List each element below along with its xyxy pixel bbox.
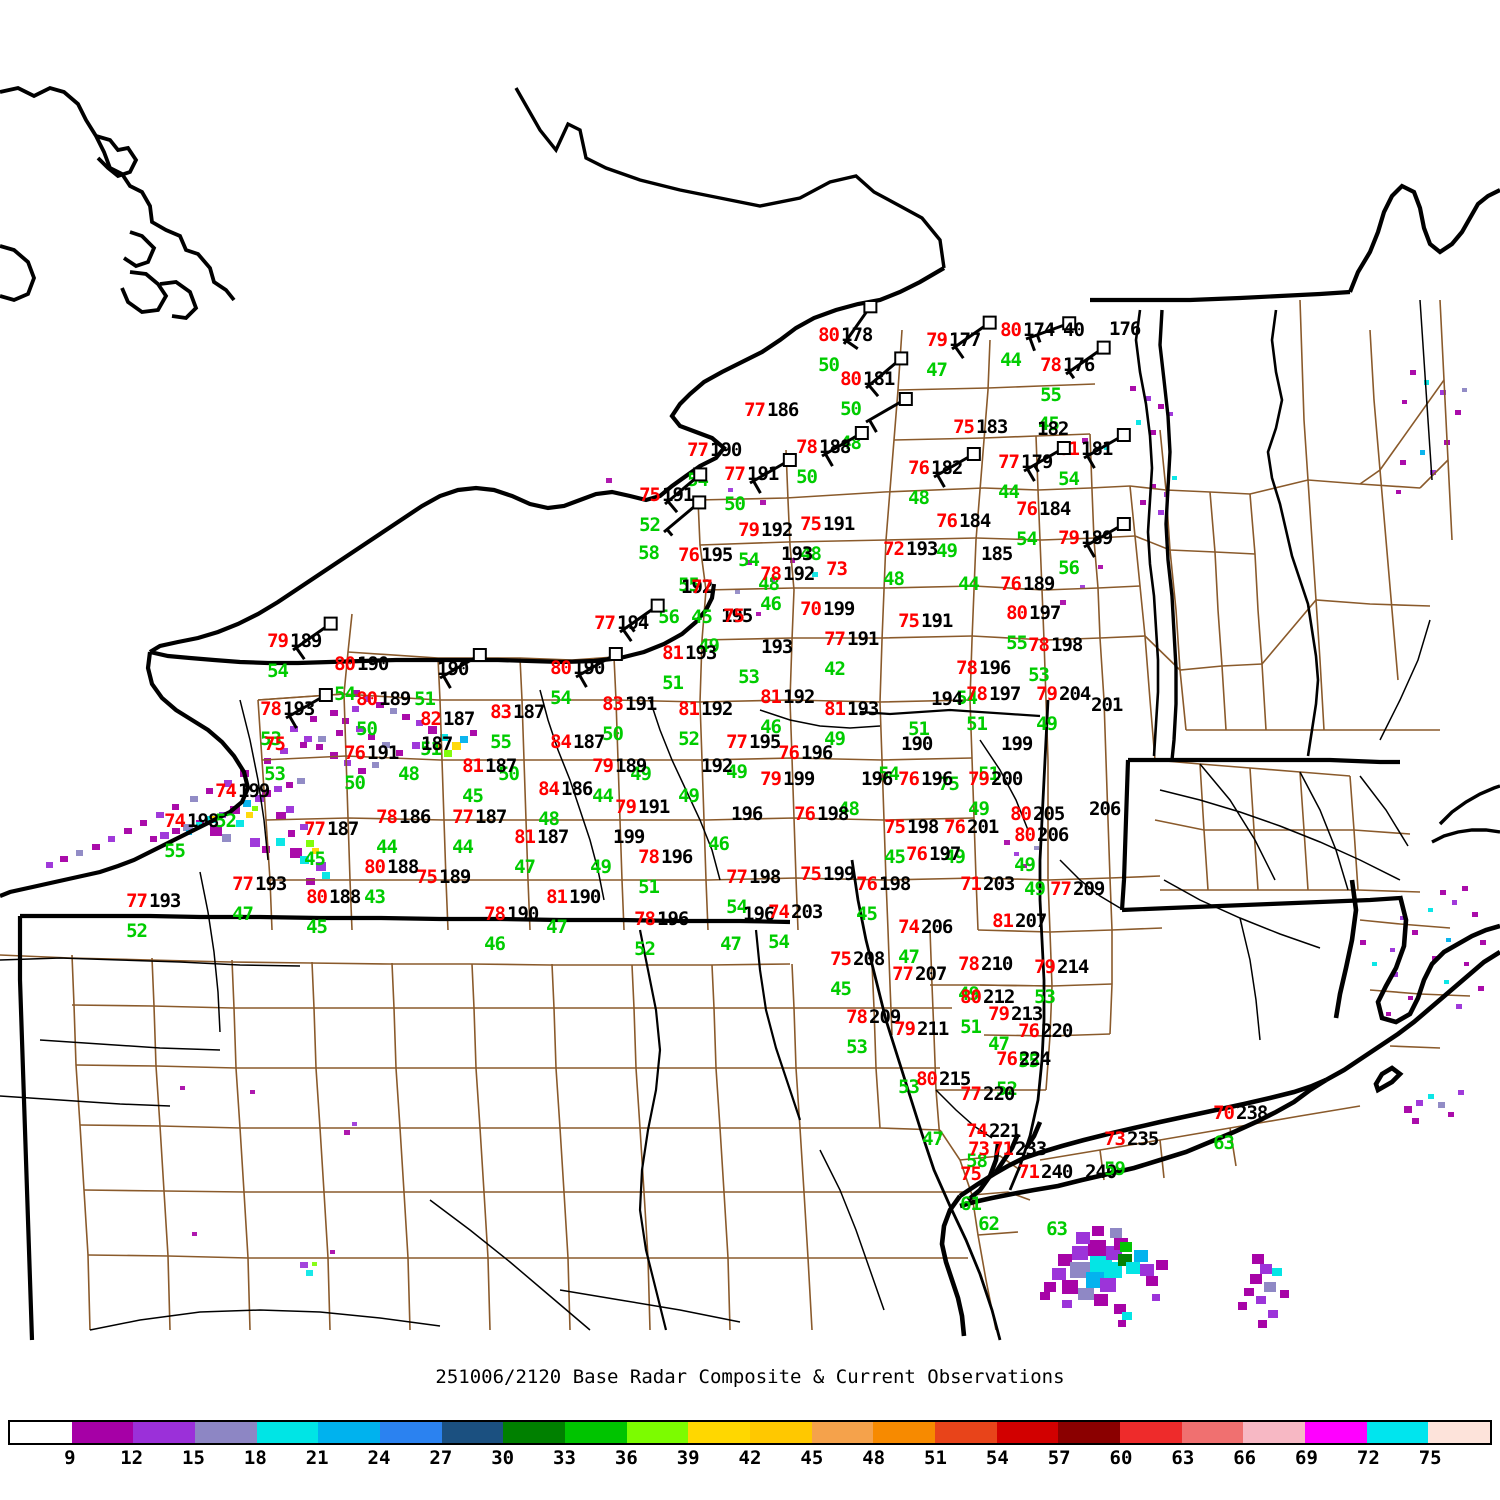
colorbar-band: [441, 1422, 504, 1443]
colorbar-band: [380, 1422, 442, 1443]
colorbar-tick: 21: [305, 1447, 329, 1469]
colorbar-tick: 33: [553, 1447, 576, 1469]
map-title: 251006/2120 Base Radar Composite & Curre…: [435, 1366, 1065, 1388]
colorbar-tick: 63: [1171, 1447, 1195, 1469]
colorbar-tick: 72: [1356, 1447, 1380, 1469]
colorbar-band: [811, 1422, 874, 1443]
colorbar-band: [996, 1422, 1059, 1443]
colorbar-band: [10, 1422, 72, 1443]
colorbar-tick: 15: [182, 1447, 205, 1469]
colorbar-band: [318, 1422, 381, 1443]
colorbar-tick: 48: [862, 1447, 886, 1469]
colorbar-tick: 24: [367, 1447, 391, 1469]
colorbar-band: [256, 1422, 319, 1443]
colorbar-tick: 75: [1418, 1447, 1442, 1469]
colorbar-bands: [8, 1420, 1492, 1445]
colorbar-tick: 66: [1233, 1447, 1257, 1469]
colorbar-band: [71, 1422, 134, 1443]
colorbar-band: [1305, 1422, 1367, 1443]
colorbar-tick: 30: [491, 1447, 515, 1469]
map-canvas[interactable]: 80 178 50 79 177 47 80 174 44 40 176 78 176 55 45 80 181…: [0, 0, 1500, 1362]
colorbar-band: [750, 1422, 812, 1443]
colorbar-tick: 27: [429, 1447, 453, 1469]
colorbar-tick: 60: [1109, 1447, 1133, 1469]
colorbar-band: [1243, 1422, 1306, 1443]
county-borders: [0, 299, 1471, 1331]
colorbar-band: [873, 1422, 936, 1443]
colorbar-tick: 54: [985, 1447, 1009, 1469]
colorbar-band: [503, 1422, 566, 1443]
colorbar-band: [195, 1422, 257, 1443]
colorbar-tick: 42: [738, 1447, 762, 1469]
colorbar-tick: 12: [120, 1447, 144, 1469]
radar-reflectivity-layer: [46, 370, 1486, 1328]
colorbar-tick-labels: 9 12 15 18 21 24 27 30 33 36 39 42 45 48 51 54 57 60 63 66 6…: [8, 1445, 1492, 1475]
colorbar-tick: 45: [800, 1447, 824, 1469]
colorbar-tick: 69: [1295, 1447, 1318, 1469]
colorbar-tick: 57: [1047, 1447, 1071, 1469]
colorbar-tick: 36: [614, 1447, 638, 1469]
colorbar-band: [1428, 1422, 1491, 1443]
colorbar-tick: 39: [676, 1447, 700, 1469]
colorbar-tick: 18: [243, 1447, 267, 1469]
reflectivity-colorbar[interactable]: 9 12 15 18 21 24 27 30 33 36 39 42 45 48 51 54 57 60 63 66 6…: [8, 1420, 1492, 1475]
colorbar-band: [1181, 1422, 1244, 1443]
state-borders: [0, 85, 1500, 1341]
colorbar-band: [565, 1422, 627, 1443]
colorbar-band: [1120, 1422, 1182, 1443]
colorbar-tick: 51: [924, 1447, 947, 1469]
colorbar-band: [133, 1422, 196, 1443]
colorbar-band: [626, 1422, 689, 1443]
colorbar-band: [688, 1422, 751, 1443]
colorbar-band: [1058, 1422, 1121, 1443]
colorbar-band: [1366, 1422, 1429, 1443]
colorbar-tick: 9: [64, 1447, 76, 1469]
map-geography: [0, 85, 1500, 1341]
colorbar-band: [935, 1422, 997, 1443]
